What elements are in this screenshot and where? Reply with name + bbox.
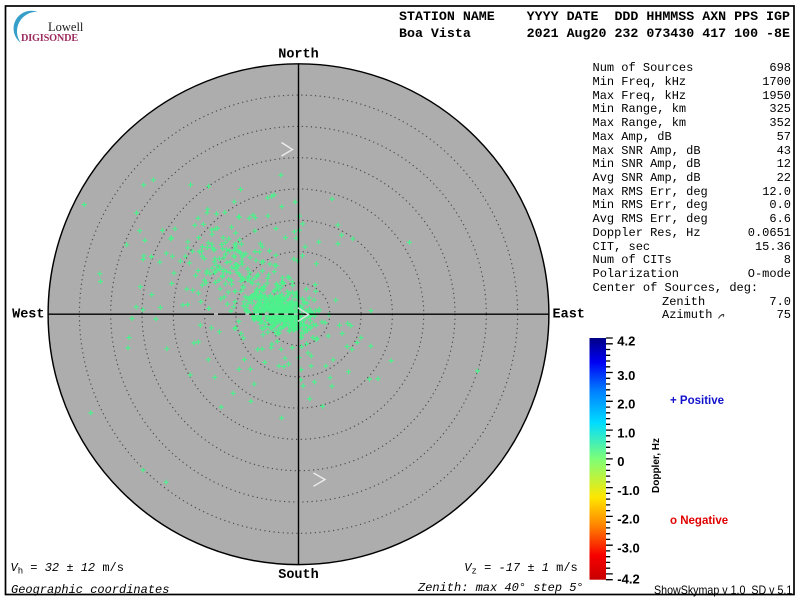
svg-text:-1.0: -1.0 [617,483,639,498]
svg-text:Vz = -17 ± 1 m/s: Vz = -17 ± 1 m/s [464,561,577,577]
svg-text:-2.0: -2.0 [617,512,639,527]
svg-text:Zenith: max 40° step 5°: Zenith: max 40° step 5° [417,581,584,595]
svg-text:-4.2: -4.2 [617,572,639,587]
svg-text:0: 0 [617,454,624,469]
svg-text:North: North [278,48,319,63]
svg-text:4.2: 4.2 [617,333,635,348]
svg-text:1.0: 1.0 [617,425,635,440]
svg-text:2.0: 2.0 [617,397,635,412]
svg-text:West: West [12,308,44,323]
svg-text:-3.0: -3.0 [617,541,639,556]
svg-text:3.0: 3.0 [617,368,635,383]
svg-text:South: South [278,568,319,583]
svg-text:East: East [553,308,585,323]
svg-text:Geographic coordinates: Geographic coordinates [11,583,169,597]
svg-text:Vh = 32 ± 12 m/s: Vh = 32 ± 12 m/s [11,561,124,577]
